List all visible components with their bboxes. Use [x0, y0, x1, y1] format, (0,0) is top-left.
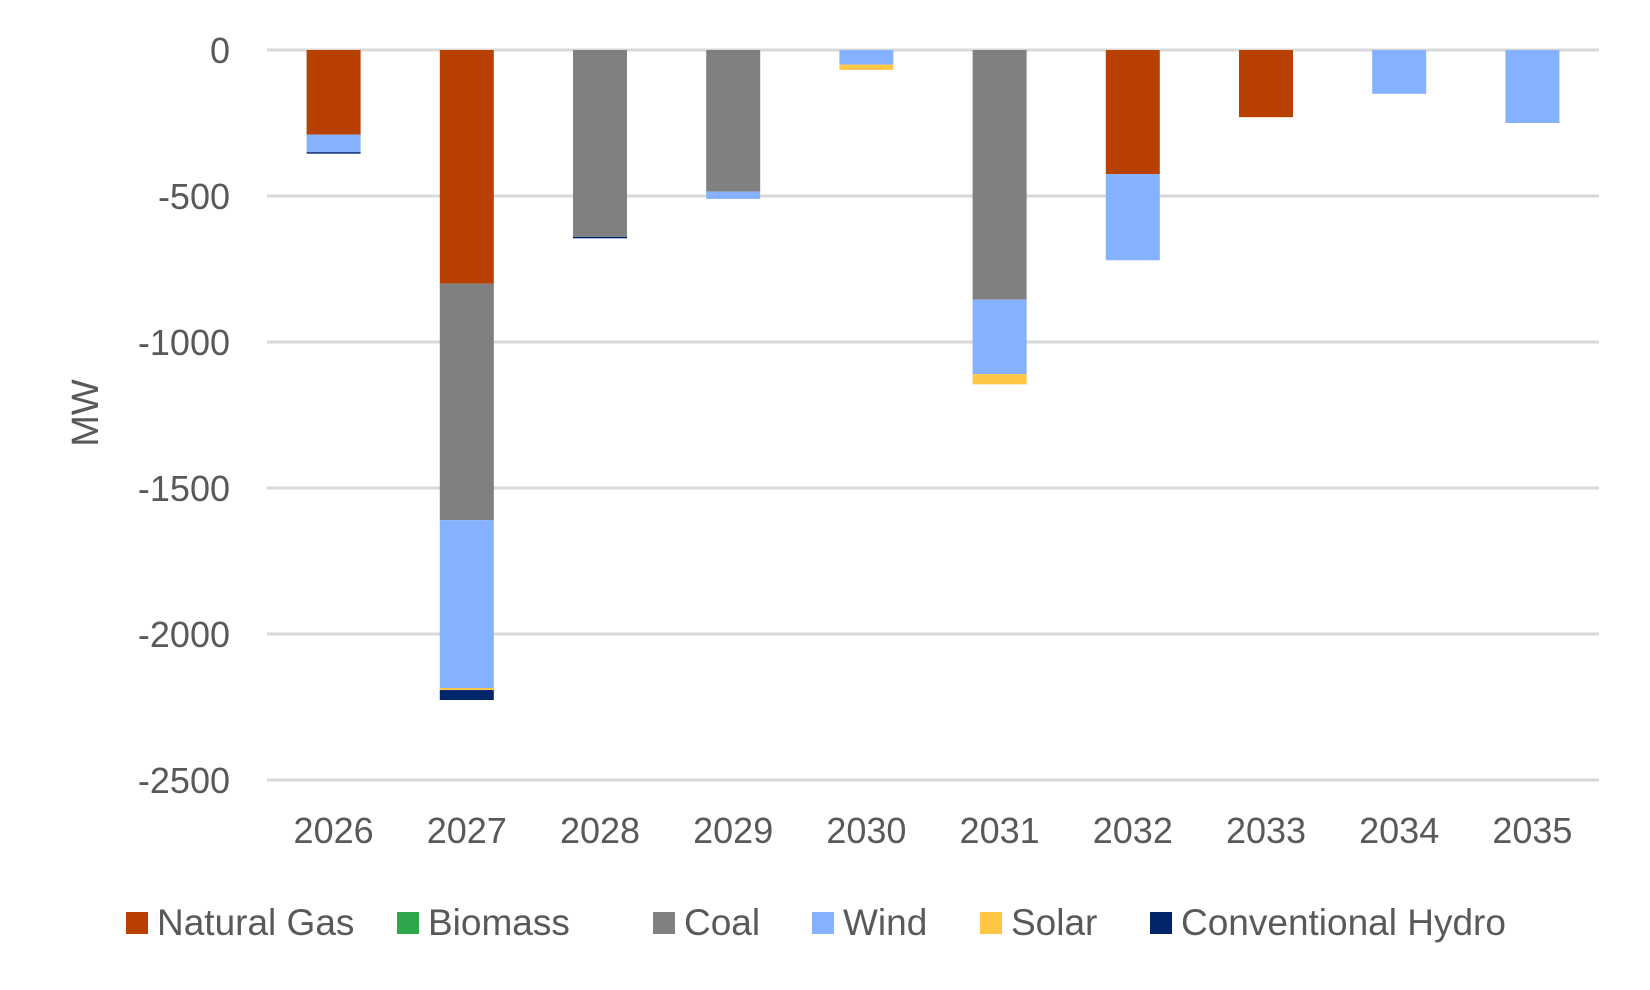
bar-segment-wind-2030: [839, 50, 894, 65]
y-tick-label: -1500: [138, 468, 230, 509]
legend-item-conventional-hydro: Conventional Hydro: [1150, 896, 1506, 950]
y-tick-label: -2500: [138, 760, 230, 801]
bar-segment-conventional-hydro-2027: [439, 690, 494, 700]
legend-label: Biomass: [428, 902, 570, 943]
bar-segment-conventional-hydro-2028: [573, 236, 627, 239]
x-tick-label: 2026: [294, 810, 374, 851]
legend-item-coal: Coal: [653, 896, 760, 950]
legend-item-biomass: Biomass: [397, 896, 570, 950]
bar-segment-natural-gas-2027: [439, 50, 494, 284]
x-tick-label: 2032: [1093, 810, 1173, 851]
legend-item-solar: Solar: [980, 896, 1097, 950]
x-axis-tick-labels: 2026 2027 2028 2029 2030 2031 2032 2033 2034 2035: [294, 810, 1573, 851]
legend-swatch: [1150, 912, 1172, 934]
bar-segment-wind-2027: [439, 520, 494, 689]
y-axis-tick-labels: 0 -500 -1000 -1500 -2000 -2500: [138, 30, 230, 801]
chart-plot: 0-500-1000-1500-2000-2500 2026 2027 2028 20…: [65, 30, 1599, 851]
y-tick-label: 0: [210, 30, 230, 71]
legend-label: Solar: [1011, 902, 1098, 943]
x-tick-label: 2035: [1492, 810, 1572, 851]
legend-item-natural-gas: Natural Gas: [126, 896, 354, 950]
bar-segment-coal-2028: [573, 50, 627, 237]
x-tick-label: 2029: [693, 810, 773, 851]
y-tick-label: -1000: [138, 322, 230, 363]
bar-segment-wind-2029: [706, 191, 761, 199]
legend-swatch: [126, 912, 148, 934]
bar-segment-solar-2030: [839, 64, 894, 70]
y-tick-label: -2000: [138, 614, 230, 655]
x-tick-label: 2031: [960, 810, 1040, 851]
bar-segment-natural-gas-2033: [1239, 50, 1293, 118]
bar-segment-wind-2035: [1505, 50, 1560, 123]
x-tick-label: 2033: [1226, 810, 1306, 851]
bar-segment-coal-2027: [439, 283, 494, 521]
bar-segment-solar-2027: [439, 688, 494, 691]
bar-segment-wind-2031: [972, 299, 1027, 375]
bar-segment-wind-2032: [1105, 174, 1160, 261]
bar-segment-coal-2031: [972, 50, 1027, 300]
legend-swatch: [397, 912, 419, 934]
y-tick-label: -500: [158, 176, 230, 217]
legend-swatch: [980, 912, 1002, 934]
y-axis-title: MW: [65, 379, 107, 447]
legend-label: Natural Gas: [157, 902, 355, 943]
x-tick-label: 2030: [826, 810, 906, 851]
legend-label: Conventional Hydro: [1181, 902, 1506, 943]
bar-segment-natural-gas-2032: [1105, 50, 1160, 175]
bar-segment-solar-2031: [972, 374, 1027, 385]
legend-swatch: [812, 912, 834, 934]
legend-swatch: [653, 912, 675, 934]
bar-segment-wind-2034: [1372, 50, 1427, 94]
legend-item-wind: Wind: [812, 896, 927, 950]
x-tick-label: 2034: [1359, 810, 1439, 851]
bar-segment-natural-gas-2026: [306, 50, 361, 135]
bar-segment-conventional-hydro-2026: [306, 152, 361, 154]
legend: Natural Gas Biomass Coal Wind Solar Conventio…: [0, 896, 1650, 950]
x-tick-label: 2027: [427, 810, 507, 851]
legend-label: Wind: [843, 902, 928, 943]
bars: [306, 50, 1560, 700]
bar-segment-coal-2029: [706, 50, 761, 192]
legend-label: Coal: [684, 902, 761, 943]
x-tick-label: 2028: [560, 810, 640, 851]
bar-segment-wind-2026: [306, 134, 361, 153]
